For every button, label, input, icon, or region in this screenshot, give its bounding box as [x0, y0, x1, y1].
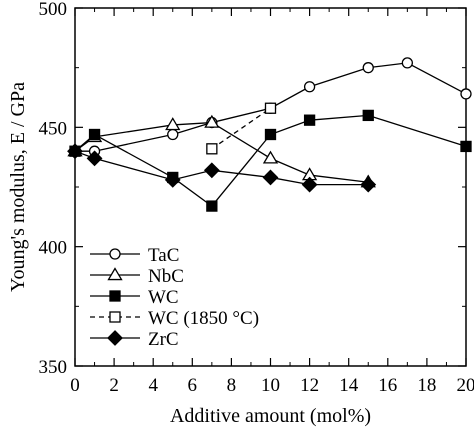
legend-label-nbc: NbC	[148, 266, 184, 287]
data-point-tac	[401, 57, 414, 69]
legend-label-zrc: ZrC	[148, 329, 179, 350]
data-point-wc	[362, 109, 374, 122]
x-tick-label: 10	[261, 375, 280, 396]
data-point-wc	[88, 128, 101, 141]
data-point-tac	[362, 62, 374, 74]
series-markers	[67, 57, 472, 212]
y-axis-title: Young's modulus, E / GPa	[7, 82, 29, 292]
data-point-zrc	[164, 171, 181, 188]
series-line-zrc	[74, 150, 369, 186]
data-point-tac	[460, 88, 472, 100]
legend-label-tac: TaC	[148, 245, 179, 266]
data-point-tac	[167, 128, 179, 141]
y-tick-label: 400	[39, 238, 68, 259]
data-point-zrc	[67, 143, 83, 160]
x-tick-label: 18	[417, 375, 436, 396]
data-point-wc-1850-c	[206, 143, 218, 155]
data-point-tac	[303, 81, 316, 93]
x-axis-title: Additive amount (mol%)	[170, 405, 371, 427]
x-tick-label: 0	[70, 375, 80, 396]
series-line-wc-1850-c	[211, 107, 271, 150]
data-point-zrc	[86, 150, 103, 167]
legend-label-wc: WC	[148, 287, 179, 308]
y-tick-label: 450	[39, 118, 68, 139]
legend-marker-zrc	[107, 330, 123, 346]
data-point-wc-1850-c	[264, 102, 277, 114]
legend-label-wc-1850-c: WC (1850 °C)	[148, 308, 259, 329]
data-point-nbc	[165, 117, 181, 131]
axis-ticks: 0 2 4 6 8 10 12 14 16 18 20 350 400 450 500	[39, 0, 474, 396]
legend-marker-nbc	[107, 267, 123, 281]
y-tick-label: 350	[39, 357, 68, 378]
x-tick-label: 2	[109, 375, 119, 396]
legend-marker-wc	[109, 290, 121, 302]
x-tick-label: 8	[227, 375, 237, 396]
x-tick-label: 14	[339, 375, 359, 396]
data-point-zrc	[301, 176, 318, 193]
x-tick-label: 6	[188, 375, 198, 396]
x-tick-label: 12	[300, 375, 319, 396]
data-point-nbc	[204, 114, 220, 128]
data-point-wc	[264, 128, 277, 141]
x-tick-label: 4	[148, 375, 158, 396]
data-point-nbc	[262, 150, 279, 164]
data-point-wc	[206, 200, 218, 212]
data-point-wc	[460, 140, 472, 153]
legend-marker-tac	[109, 248, 121, 260]
x-tick-label: 16	[378, 375, 397, 396]
data-point-zrc	[360, 176, 377, 193]
series-line-wc	[74, 114, 467, 207]
data-point-zrc	[203, 162, 220, 179]
x-tick-label: 20	[457, 375, 474, 396]
data-point-zrc	[262, 169, 279, 186]
data-point-wc	[303, 114, 316, 126]
y-tick-label: 500	[39, 0, 68, 20]
legend-marker-wc-1850-c	[109, 311, 121, 323]
series-line-nbc	[74, 121, 369, 183]
